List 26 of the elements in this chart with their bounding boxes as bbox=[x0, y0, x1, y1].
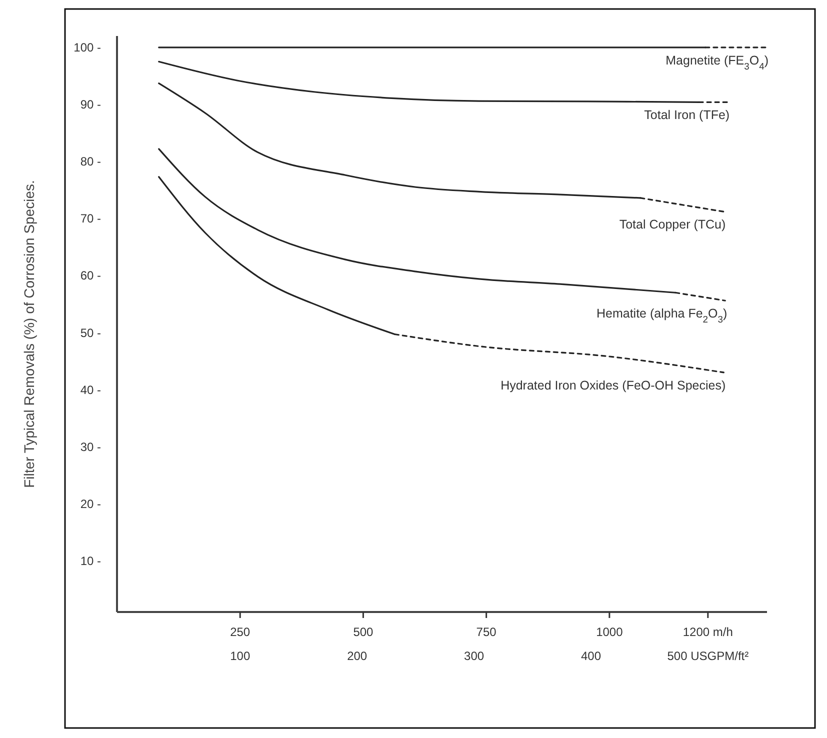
y-tick-label: 40 - bbox=[80, 382, 101, 397]
series-label: Hydrated Iron Oxides (FeO-OH Species) bbox=[500, 378, 726, 392]
x2-tick-label: 300 bbox=[464, 649, 484, 663]
x2-tick-label: 200 bbox=[347, 649, 368, 663]
x-tick-label: 1000 bbox=[596, 625, 624, 639]
y-tick-label: 100 - bbox=[74, 40, 101, 55]
series-label: Total Iron (TFe) bbox=[644, 108, 730, 122]
y-tick-label: 50 - bbox=[80, 326, 101, 340]
y-tick-label: 30 - bbox=[80, 440, 101, 454]
x-tick-label: 1200 m/h bbox=[682, 625, 733, 639]
y-axis-title: Filter Typical Removals (%) of Corrosion Species. bbox=[21, 180, 37, 488]
x2-tick-label: 500 USGPM/ft² bbox=[667, 649, 749, 663]
y-tick-label: 80 - bbox=[80, 154, 101, 169]
x-tick-label: 750 bbox=[476, 625, 497, 639]
y-tick-label: 70 - bbox=[80, 212, 101, 226]
series-label: Magnetite (FE$_{3}$O$_{4}$) bbox=[666, 53, 769, 72]
series-label: Hematite (alpha Fe$_{2}$O$_{3}$) bbox=[596, 306, 728, 325]
y-tick-label: 20 - bbox=[80, 496, 101, 511]
y-tick-label: 90 - bbox=[80, 98, 101, 112]
x-tick-label: 250 bbox=[230, 625, 250, 639]
x-tick-label: 500 bbox=[353, 625, 374, 639]
y-tick-label: 10 - bbox=[80, 554, 101, 568]
series-label: Total Copper (TCu) bbox=[619, 218, 726, 232]
y-tick-label: 60 - bbox=[80, 268, 101, 283]
x2-tick-label: 400 bbox=[580, 649, 602, 663]
x2-tick-label: 100 bbox=[230, 649, 250, 663]
